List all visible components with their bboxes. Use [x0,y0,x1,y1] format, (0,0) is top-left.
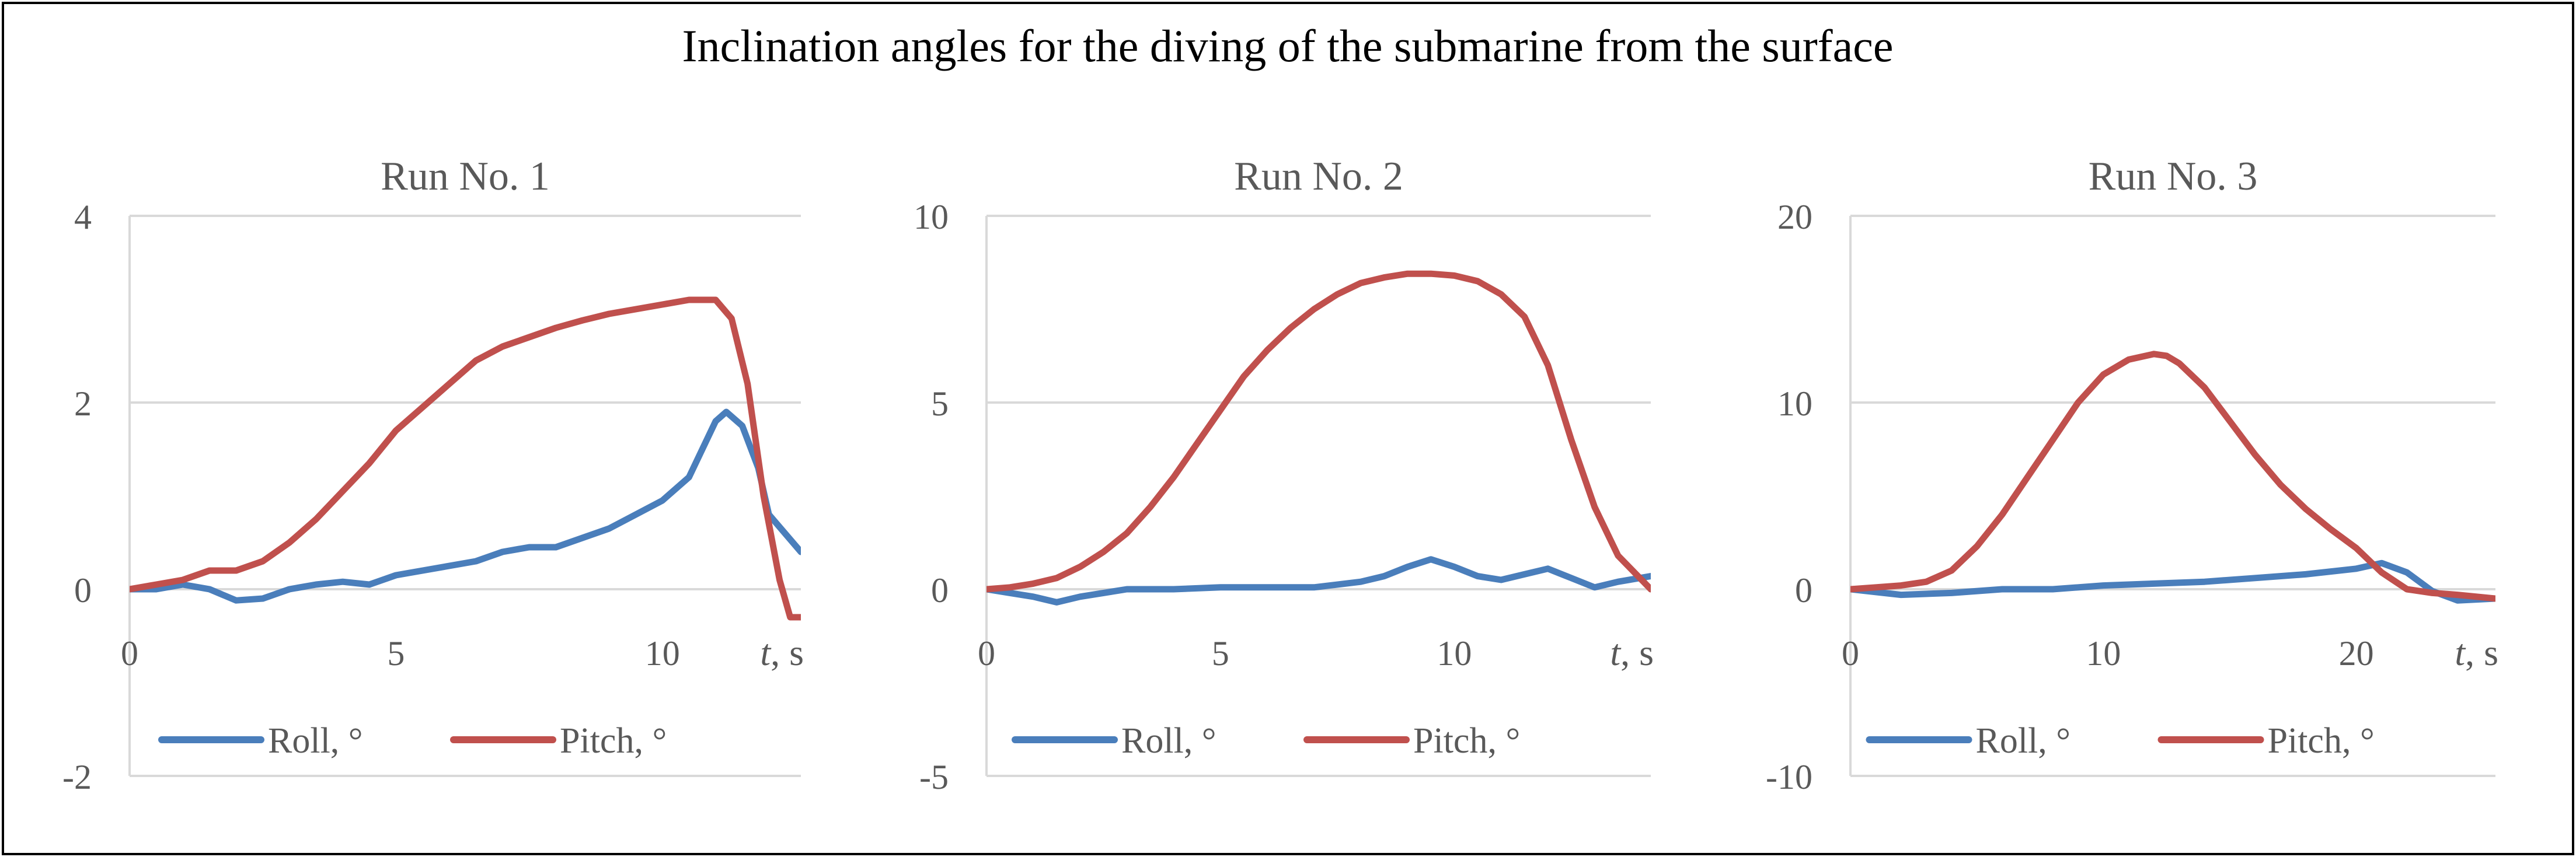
x-tick-label: 10 [1437,634,1472,673]
series-line-pitch [130,296,801,621]
series-line-pitch [987,270,1651,593]
series-line-roll [987,556,1651,606]
x-tick-label: 10 [645,634,680,673]
legend-label-roll: Roll, ° [1976,721,2071,761]
x-tick-label: 5 [387,634,405,673]
chart-title: Run No. 1 [381,154,550,199]
legend-label-roll: Roll, ° [1121,721,1216,761]
x-tick-label: 0 [978,634,995,673]
x-axis-label: t, s [760,632,804,673]
x-axis-label-var: t [1610,632,1622,673]
chart-run-3: Run No. 3 -10 0 10 20 0 10 20 t, s Roll, ° Pitch, … [1766,154,2498,796]
y-tick-label: -10 [1766,758,1812,796]
legend-label-pitch: Pitch, ° [2268,721,2375,761]
series-line-pitch [1850,351,2495,602]
y-tick-label: 0 [1795,571,1812,610]
figure-title: Inclination angles for the diving of the… [682,20,1894,71]
y-tick-label: 10 [1777,384,1812,423]
legend-label-roll: Roll, ° [268,721,363,761]
x-axis-label: t, s [1610,632,1654,673]
y-tick-label: -2 [62,758,92,796]
x-tick-label: 10 [2086,634,2121,673]
y-tick-label: 4 [74,198,92,236]
chart-run-1: Run No. 1 -2 0 2 4 0 5 10 t, s Roll, ° Pitch, ° [62,154,804,796]
chart-run-2: Run No. 2 -5 0 5 10 0 5 10 t, s Roll, ° Pitch, ° [914,154,1654,796]
legend-label-pitch: Pitch, ° [560,721,667,761]
x-axis-label-unit: , s [2465,632,2498,673]
x-axis-label-unit: , s [1620,632,1654,673]
y-tick-label: 20 [1777,198,1812,236]
y-tick-label: 5 [931,384,949,423]
y-tick-label: 0 [931,571,949,610]
x-axis-label-var: t [760,632,772,673]
x-axis-label-unit: , s [771,632,804,673]
y-tick-label: -5 [919,758,949,796]
y-tick-label: 10 [914,198,949,236]
y-tick-label: 2 [74,384,92,423]
legend-label-pitch: Pitch, ° [1413,721,1520,761]
series-line-roll [130,408,801,604]
chart-title: Run No. 2 [1234,154,1403,199]
x-tick-label: 0 [121,634,138,673]
x-tick-label: 20 [2339,634,2374,673]
x-tick-label: 5 [1212,634,1229,673]
x-tick-label: 0 [1842,634,1859,673]
x-axis-label-var: t [2455,632,2466,673]
chart-title: Run No. 3 [2089,154,2258,199]
y-tick-label: 0 [74,571,92,610]
series-line-roll [1850,559,2495,604]
x-axis-label: t, s [2455,632,2498,673]
